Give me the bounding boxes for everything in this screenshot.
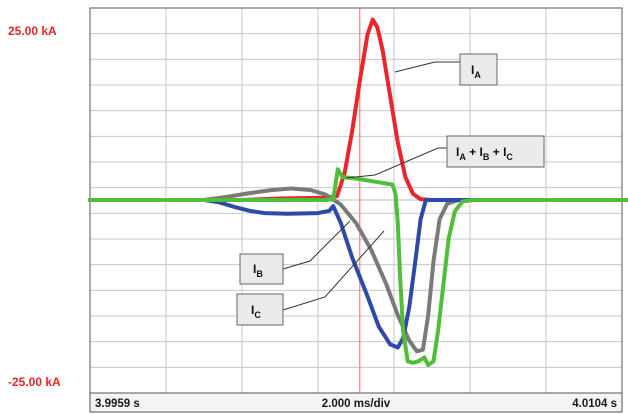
callout-sum-b-sub: B — [483, 152, 490, 162]
x-axis-start-label: 3.9959 s — [95, 398, 140, 410]
callout-sum-plus-1: + — [466, 145, 480, 159]
callout-ic-main: I — [251, 303, 254, 317]
svg-text:IA + IB + IC: IA + IB + IC — [456, 145, 513, 162]
x-axis-end-label: 4.0104 s — [572, 398, 617, 410]
callout-sum-a-sub: A — [459, 152, 466, 162]
callout-sum-plus-2: + — [489, 145, 503, 159]
svg-text:IC: IC — [251, 303, 261, 320]
callout-ia-main: I — [471, 63, 474, 77]
series-line-ib — [88, 198, 628, 350]
callout-sum-a-main: I — [456, 145, 459, 159]
callout-ia: IA — [459, 53, 498, 86]
callout-leader-ib — [282, 220, 351, 270]
callout-sum-c-main: I — [503, 145, 506, 159]
callout-sum-c-sub: C — [506, 152, 513, 162]
callout-leader-sum — [345, 147, 447, 179]
series-layer — [88, 17, 628, 368]
callout-ic-sub: C — [254, 310, 261, 320]
series-line-ic — [88, 186, 628, 354]
svg-text:IA: IA — [471, 63, 481, 80]
callout-ib-sub: B — [256, 269, 263, 279]
callout-ib-main: I — [253, 262, 256, 276]
callout-ib: IB — [239, 253, 284, 285]
y-axis-max-label: 25.00 kA — [8, 24, 57, 38]
time-axis-bar — [89, 392, 623, 413]
callout-ia-sub: A — [474, 70, 481, 80]
callout-ic: IC — [236, 293, 284, 326]
callout-leader-ic — [282, 230, 385, 311]
x-axis-scale-label: 2.000 ms/div — [322, 398, 391, 410]
callout-sum-b-main: I — [480, 145, 483, 159]
y-axis-min-label: -25.00 kA — [8, 375, 61, 389]
series-line-sum — [88, 167, 628, 368]
grid — [90, 8, 622, 393]
callout-sum: IA + IB + IC — [446, 135, 545, 168]
callout-leader-ia — [394, 61, 460, 73]
svg-text:IB: IB — [253, 262, 263, 279]
